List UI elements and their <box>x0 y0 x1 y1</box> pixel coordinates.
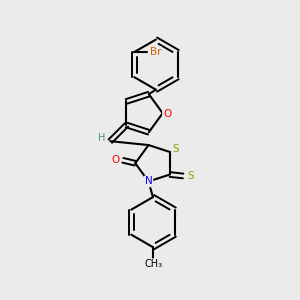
Text: S: S <box>172 144 178 154</box>
Text: H: H <box>98 133 106 142</box>
Text: O: O <box>163 109 171 119</box>
Text: CH₃: CH₃ <box>145 259 163 269</box>
Text: Br: Br <box>150 47 161 57</box>
Text: N: N <box>145 176 152 187</box>
Text: S: S <box>187 171 194 181</box>
Text: O: O <box>111 155 120 165</box>
